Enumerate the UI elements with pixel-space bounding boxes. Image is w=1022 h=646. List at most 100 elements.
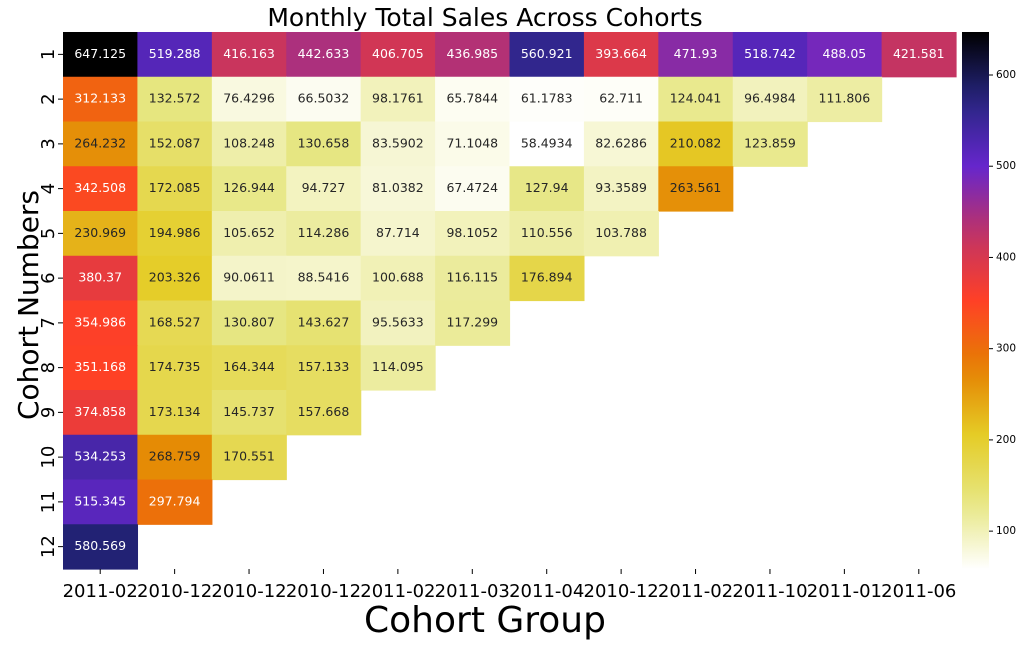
heatmap-cell [211, 32, 287, 78]
heatmap-cell [211, 390, 287, 436]
heatmap-cell [360, 76, 436, 123]
y-tick-label: 7 [38, 317, 59, 328]
heatmap-cell [137, 121, 213, 167]
heatmap-cell [509, 121, 585, 167]
heatmap-cell [63, 479, 139, 525]
cell-value-label: 354.986 [74, 314, 126, 329]
cell-value-label: 132.572 [149, 91, 201, 106]
heatmap-cell [509, 32, 585, 78]
cell-value-label: 66.5032 [298, 91, 350, 106]
cell-value-label: 145.737 [223, 404, 275, 419]
y-tick-label: 10 [38, 446, 59, 469]
y-tick-label: 5 [38, 228, 59, 239]
x-axis-ticks: 2011-02 2010-12 2010-12 2010-12 2011-02 2011-… [63, 569, 956, 602]
cell-value-label: 123.859 [744, 135, 796, 150]
cell-value-label: 114.286 [298, 225, 350, 240]
y-tick-label: 3 [38, 138, 59, 149]
heatmap-cell [658, 121, 734, 167]
heatmap-cell [360, 121, 436, 167]
heatmap-cell [360, 166, 436, 212]
heatmap-cell [211, 166, 287, 212]
cell-value-label: 83.5902 [372, 135, 424, 150]
colorbar-tick-label: 200 [996, 434, 1016, 446]
heatmap-cell [63, 434, 139, 481]
colorbar-ticks: 100 200 300 400 500 600 [989, 69, 1016, 537]
heatmap-cell [211, 434, 287, 481]
cell-value-label: 143.627 [298, 314, 350, 329]
heatmap-cell [583, 211, 659, 257]
cell-value-label: 534.253 [74, 449, 126, 464]
heatmap-cell [137, 211, 213, 257]
cell-value-label: 90.0611 [223, 270, 275, 285]
heatmap-cell [435, 76, 511, 123]
heatmap-cell [63, 524, 139, 570]
cell-value-label: 406.705 [372, 46, 424, 61]
y-axis-label: Cohort Numbers [12, 190, 45, 420]
heatmap-cell [732, 121, 808, 167]
cell-value-label: 647.125 [74, 46, 126, 61]
cell-value-label: 108.248 [223, 135, 275, 150]
cell-value-label: 263.561 [670, 180, 722, 195]
x-tick-label: 2011-02 [63, 581, 138, 602]
cell-value-label: 117.299 [446, 314, 498, 329]
cell-value-label: 515.345 [74, 493, 126, 508]
heatmap-cell [732, 76, 808, 123]
cell-value-label: 297.794 [149, 493, 201, 508]
colorbar-tick-label: 500 [996, 160, 1016, 172]
cell-value-label: 173.134 [149, 404, 201, 419]
heatmap-cell [63, 76, 139, 123]
x-axis-label: Cohort Group [364, 600, 606, 641]
cell-value-label: 194.986 [149, 225, 201, 240]
y-tick-label: 11 [38, 490, 59, 513]
heatmap-cell [63, 121, 139, 167]
cell-value-label: 176.894 [521, 270, 573, 285]
cell-value-label: 95.5633 [372, 314, 424, 329]
y-tick-label: 8 [38, 362, 59, 373]
cell-value-label: 374.858 [74, 404, 126, 419]
heatmap-cell [286, 390, 362, 436]
heatmap-cell [360, 345, 436, 391]
cell-value-label: 170.551 [223, 449, 275, 464]
cell-value-label: 519.288 [149, 46, 201, 61]
cell-value-label: 114.095 [372, 359, 424, 374]
heatmap-cell [658, 166, 734, 212]
cell-value-label: 560.921 [521, 46, 573, 61]
heatmap-cell [137, 434, 213, 481]
colorbar-tick-label: 600 [996, 69, 1016, 81]
colorbar [962, 32, 989, 569]
cell-value-label: 152.087 [149, 135, 201, 150]
x-tick-label: 2010-12 [211, 581, 286, 602]
heatmap-cell [807, 76, 883, 123]
heatmap-cell [360, 255, 436, 302]
x-tick-label: 2011-01 [807, 581, 882, 602]
cell-value-label: 116.115 [446, 270, 498, 285]
cell-value-label: 416.163 [223, 46, 275, 61]
heatmap-cell [509, 166, 585, 212]
cell-value-label: 105.652 [223, 225, 275, 240]
x-tick-label: 2010-12 [137, 581, 212, 602]
cell-value-label: 157.668 [298, 404, 350, 419]
cell-value-label: 264.232 [74, 135, 126, 150]
heatmap-cell [360, 32, 436, 78]
cell-value-label: 98.1761 [372, 91, 424, 106]
x-tick-label: 2011-02 [658, 581, 733, 602]
cell-value-label: 168.527 [149, 314, 201, 329]
cell-value-label: 96.4984 [744, 91, 796, 106]
heatmap-cell [63, 166, 139, 212]
cell-value-label: 110.556 [521, 225, 573, 240]
heatmap-cell [286, 345, 362, 391]
heatmap-cell [658, 32, 734, 78]
colorbar-tick-label: 300 [996, 343, 1016, 355]
cell-value-label: 130.658 [298, 135, 350, 150]
heatmap-cells: 647.125 519.288 416.163 442.633 406.705 436.9… [63, 32, 957, 570]
cell-value-label: 65.7844 [446, 91, 498, 106]
heatmap-cell [658, 76, 734, 123]
chart-title: Monthly Total Sales Across Cohorts [267, 3, 702, 32]
cell-value-label: 351.168 [74, 359, 126, 374]
heatmap-cell [286, 76, 362, 123]
cell-value-label: 98.1052 [446, 225, 498, 240]
heatmap-cell [286, 166, 362, 212]
cell-value-label: 203.326 [149, 270, 201, 285]
cell-value-label: 124.041 [670, 91, 722, 106]
